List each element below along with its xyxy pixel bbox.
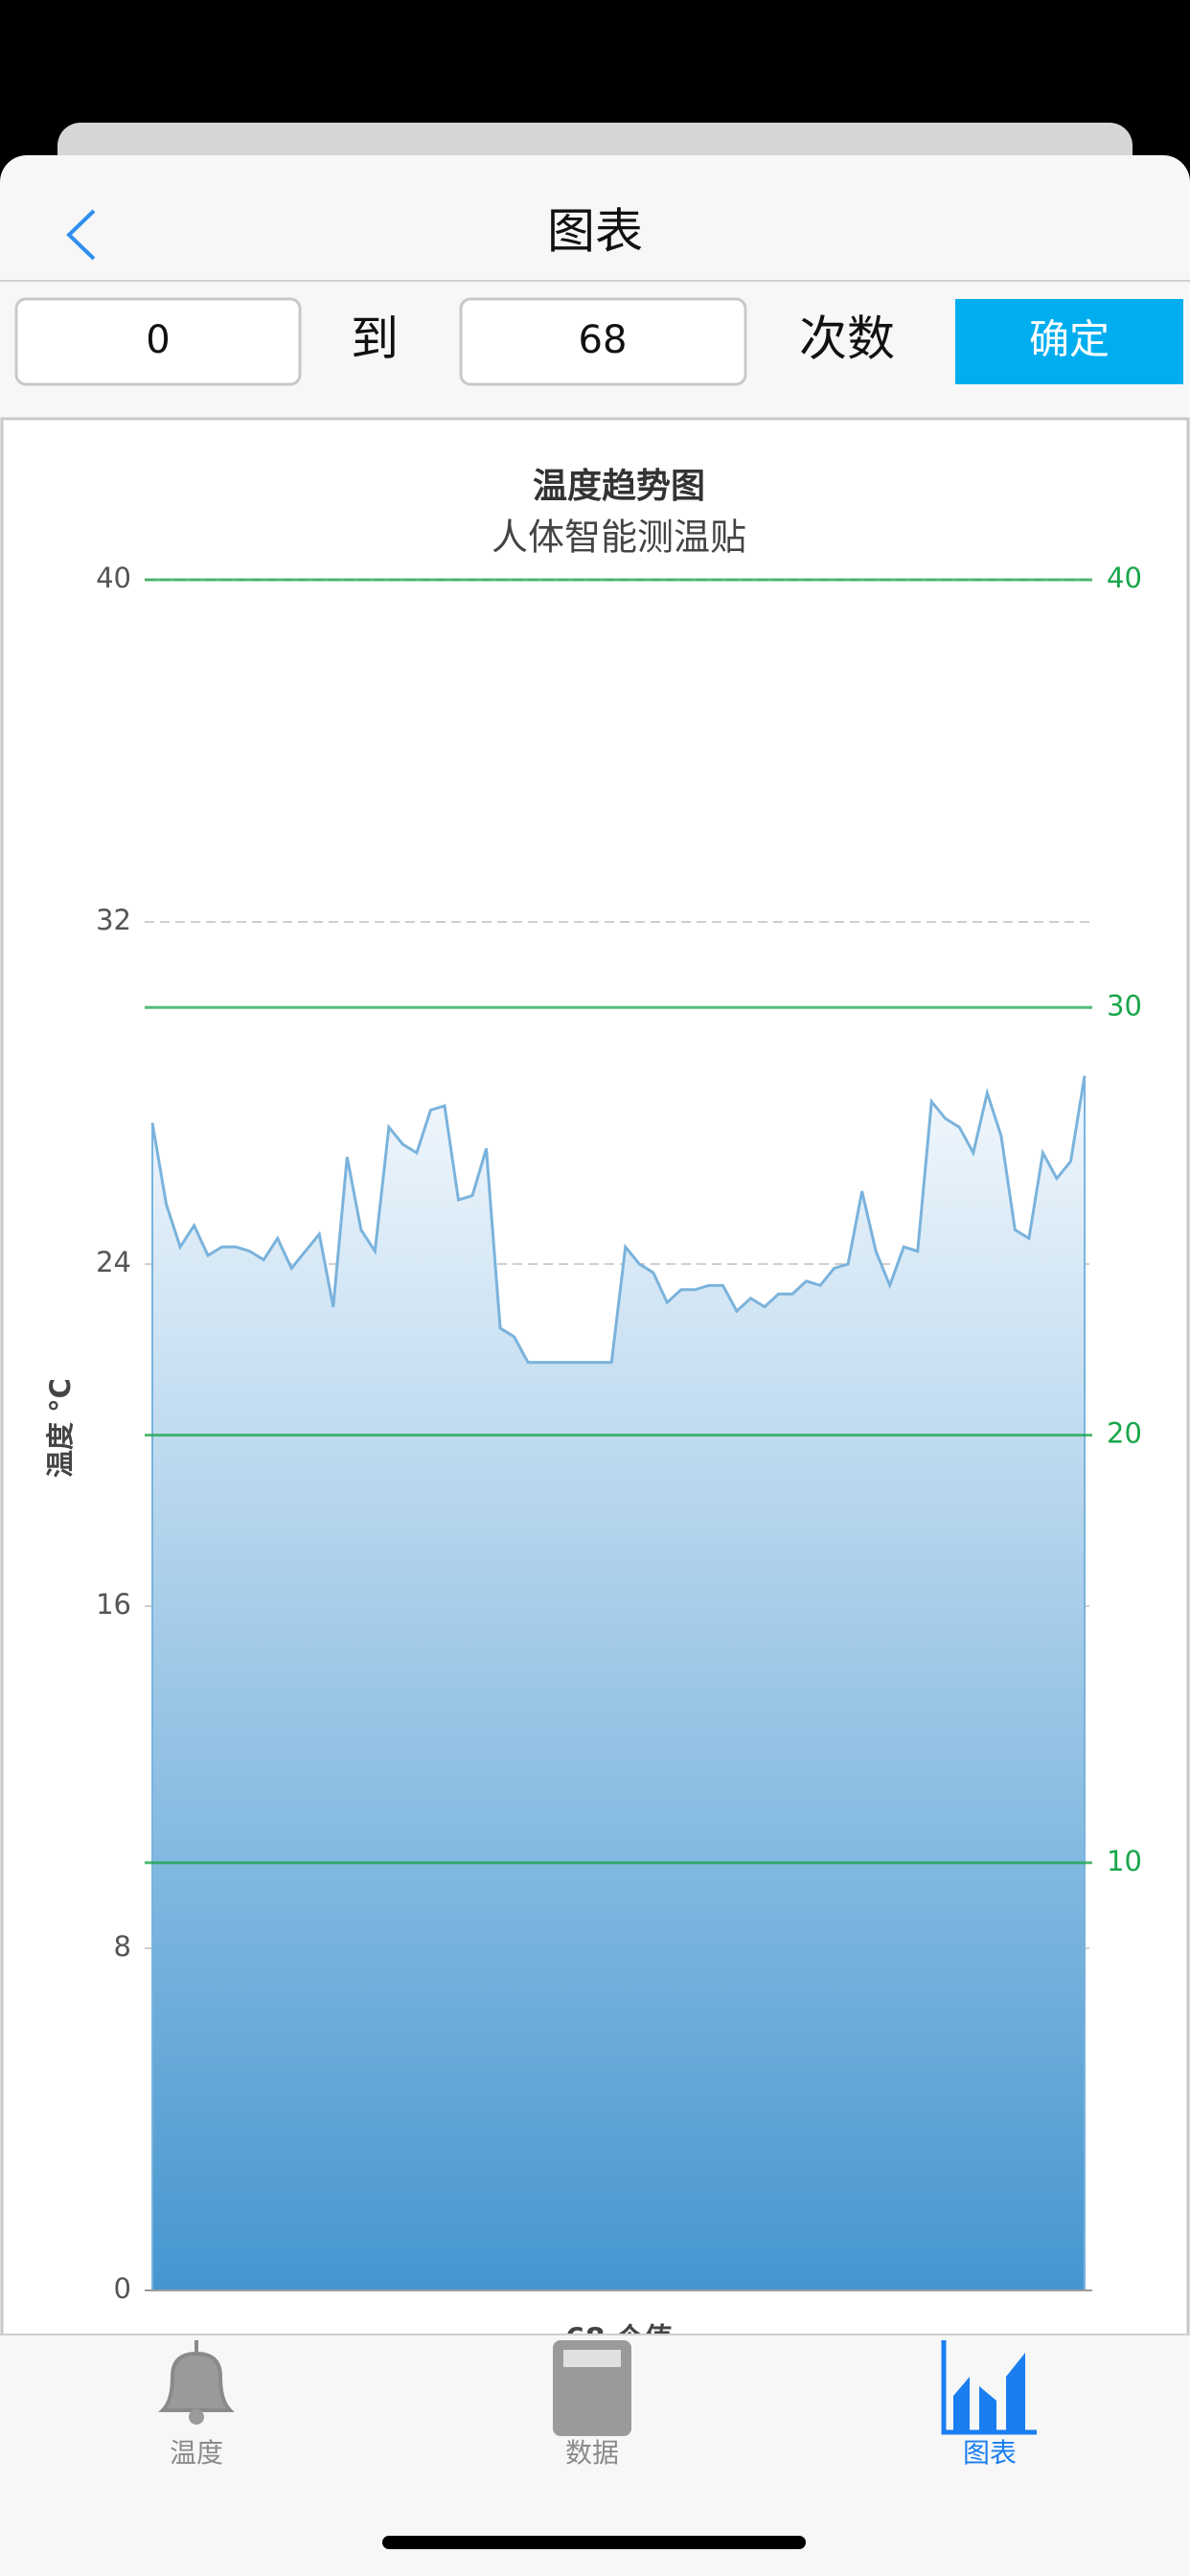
tab-chart[interactable]: 图表 xyxy=(941,2340,1037,2469)
confirm-button[interactable] xyxy=(955,299,1183,384)
tab-label: 数据 xyxy=(565,2437,619,2469)
back-button[interactable] xyxy=(66,209,96,261)
line xyxy=(150,1075,1087,1365)
y-tick-label: 16 xyxy=(96,1588,131,1621)
chart-icon-axes xyxy=(941,2340,1037,2435)
y-axis-label: 温度 °C xyxy=(44,1378,77,1478)
from-value: 0 xyxy=(146,318,170,362)
y2-tick-label: 10 xyxy=(1107,1845,1142,1877)
from-input[interactable] xyxy=(14,297,302,386)
y-tick-label: 32 xyxy=(96,904,131,936)
chart-icon-bars xyxy=(953,2353,1025,2430)
to-value: 68 xyxy=(579,318,628,362)
y-tick-label: 8 xyxy=(114,1930,131,1963)
to-label: 到 xyxy=(351,311,399,367)
tab-label: 温度 xyxy=(170,2437,223,2469)
tab-label: 图表 xyxy=(963,2437,1017,2469)
bell-icon xyxy=(158,2340,235,2412)
y2-tick-label: 30 xyxy=(1107,989,1142,1022)
y-tick-label: 0 xyxy=(114,2272,131,2305)
bell-clapper xyxy=(189,2409,204,2425)
chart-title: 温度趋势图 xyxy=(533,467,705,506)
y-tick-label: 40 xyxy=(96,562,131,594)
tab-bar: 温度 数据 图表 xyxy=(0,2334,1190,2576)
count-label: 次数 xyxy=(799,311,895,367)
y-tick-label: 24 xyxy=(96,1246,131,1278)
y2-tick-label: 20 xyxy=(1107,1417,1142,1450)
tab-temperature[interactable]: 温度 xyxy=(158,2340,235,2469)
home-indicator xyxy=(382,2536,806,2549)
confirm-label: 确定 xyxy=(1029,316,1110,363)
calculator-screen xyxy=(563,2350,621,2367)
tab-data[interactable]: 数据 xyxy=(553,2340,631,2469)
y2-tick-label: 40 xyxy=(1107,562,1142,594)
to-input[interactable] xyxy=(459,297,747,386)
header-title: 图表 xyxy=(547,204,643,260)
chart-subtitle: 人体智能测温贴 xyxy=(492,517,746,559)
